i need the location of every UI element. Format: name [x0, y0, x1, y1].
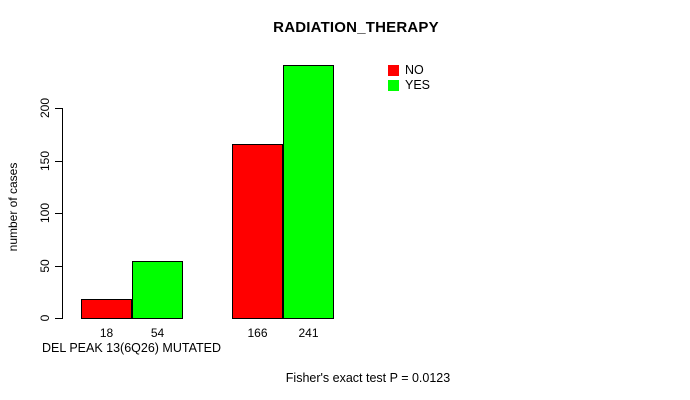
stat-annotation: Fisher's exact test P = 0.0123	[285, 371, 451, 385]
legend-label-yes: YES	[405, 78, 431, 92]
y-axis-label: number of cases	[6, 162, 20, 252]
y-tick-label: 200	[38, 97, 52, 119]
legend-swatch-no	[388, 64, 399, 76]
legend: NO YES	[388, 63, 430, 93]
chart-title: RADIATION_THERAPY	[273, 19, 439, 36]
bar-value-label: 54	[150, 326, 165, 340]
y-tick-label: 50	[38, 258, 52, 273]
y-tick-label: 100	[38, 202, 52, 224]
y-tick	[55, 108, 62, 109]
bar-value-label: 166	[247, 326, 268, 340]
y-tick-label: 0	[38, 314, 52, 322]
y-tick	[55, 318, 62, 319]
legend-label-no: NO	[405, 63, 424, 77]
legend-swatch-yes	[388, 79, 399, 91]
y-tick	[55, 213, 62, 214]
bar	[81, 299, 132, 319]
bar	[132, 261, 183, 319]
bar-value-label: 18	[99, 326, 114, 340]
y-tick-label: 150	[38, 150, 52, 171]
y-axis-line	[62, 108, 63, 319]
x-axis-label: DEL PEAK 13(6Q26) MUTATED	[42, 341, 221, 355]
y-tick	[55, 265, 62, 267]
bar	[232, 144, 283, 319]
legend-item-no: NO	[388, 63, 430, 77]
y-tick	[55, 160, 62, 162]
bar	[283, 65, 334, 319]
legend-item-yes: YES	[388, 78, 430, 92]
bar-value-label: 241	[298, 326, 319, 340]
